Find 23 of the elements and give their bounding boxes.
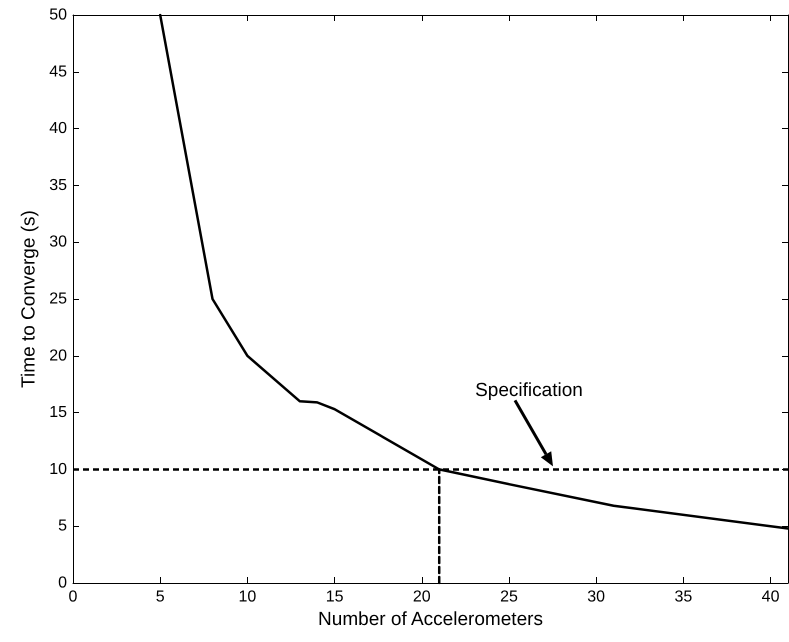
- y-tick-label: 25: [49, 290, 68, 308]
- y-tick-label: 15: [49, 404, 68, 422]
- x-tick-label: 30: [587, 588, 606, 606]
- y-tick-label: 50: [49, 6, 68, 24]
- y-tick-label: 0: [58, 574, 68, 592]
- x-tick-label: 25: [500, 588, 518, 606]
- y-tick-label: 30: [49, 234, 68, 251]
- y-tick-label: 45: [49, 63, 68, 80]
- y-tick-label: 10: [49, 460, 68, 478]
- x-tick-label: 20: [412, 588, 431, 606]
- y-tick-label: 35: [49, 176, 68, 194]
- annotation: Specification: [475, 380, 583, 401]
- x-axis-title: Number of Accelerometers: [318, 608, 543, 630]
- x-tick-label: 15: [326, 588, 344, 606]
- y-tick-label: 5: [58, 518, 68, 535]
- x-tick-label: 10: [238, 588, 256, 606]
- y-tick-label: 20: [49, 347, 68, 364]
- x-tick-label: 0: [68, 588, 78, 606]
- y-axis-title: Time to Converge (s): [18, 210, 40, 388]
- x-tick-label: 40: [762, 588, 780, 606]
- y-tick-label: 40: [49, 120, 68, 138]
- x-tick-label: 35: [674, 588, 692, 606]
- x-tick-label: 5: [156, 588, 165, 606]
